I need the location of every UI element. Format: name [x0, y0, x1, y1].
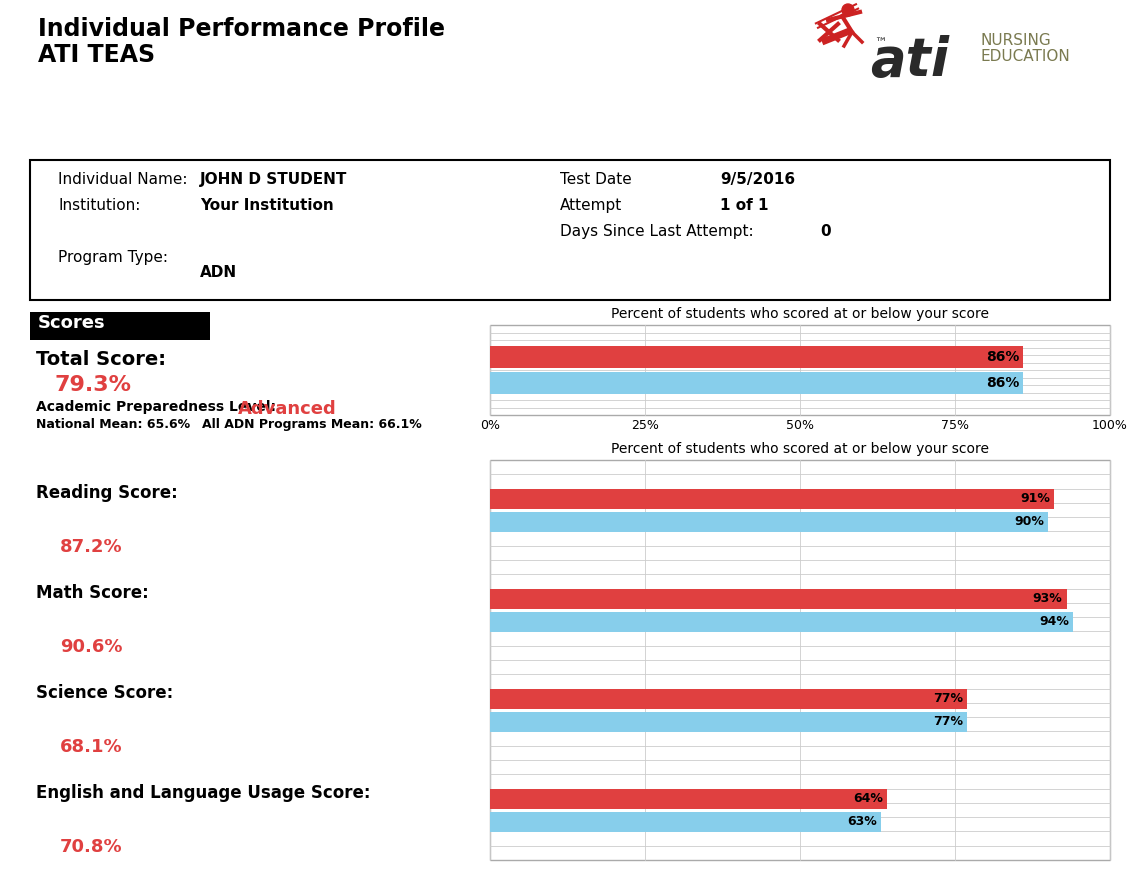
Text: Individual Performance Profile: Individual Performance Profile [37, 17, 445, 41]
Text: Math Score:: Math Score: [36, 585, 149, 603]
Text: ATI TEAS: ATI TEAS [37, 43, 156, 67]
Text: 86%: 86% [986, 350, 1019, 364]
Text: Individual Name:: Individual Name: [58, 172, 187, 187]
Bar [490, 812, 880, 831]
Text: English and Language Usage Score:: English and Language Usage Score: [36, 784, 370, 803]
Circle shape [842, 4, 854, 16]
Text: 79.3%: 79.3% [55, 375, 132, 395]
Bar [30, 312, 210, 340]
Text: EDUCATION: EDUCATION [980, 49, 1070, 64]
Text: JOHN D STUDENT: JOHN D STUDENT [200, 172, 348, 187]
Text: Program Type:: Program Type: [58, 250, 168, 265]
Text: ™: ™ [874, 37, 886, 50]
Text: 0%: 0% [481, 419, 500, 432]
Text: 63%: 63% [846, 815, 877, 828]
Text: 25%: 25% [632, 419, 659, 432]
Text: 77%: 77% [934, 715, 963, 728]
Text: Advanced: Advanced [239, 400, 336, 418]
Text: All ADN Programs Mean: 66.1%: All ADN Programs Mean: 66.1% [202, 418, 421, 431]
Bar [30, 160, 1110, 300]
Text: 91%: 91% [1020, 492, 1050, 505]
Text: Reading Score:: Reading Score: [36, 484, 177, 503]
Text: Days Since Last Attempt:: Days Since Last Attempt: [560, 224, 753, 239]
Text: 70.8%: 70.8% [60, 837, 123, 855]
Text: 93%: 93% [1033, 592, 1062, 605]
Text: Total Score:: Total Score: [36, 350, 166, 369]
Text: ADN: ADN [200, 265, 237, 280]
Bar [490, 489, 1054, 508]
Bar [490, 711, 968, 732]
Text: 100%: 100% [1092, 419, 1128, 432]
Text: 75%: 75% [941, 419, 969, 432]
Text: Percent of students who scored at or below your score: Percent of students who scored at or bel… [611, 442, 989, 456]
Text: Institution:: Institution: [58, 198, 141, 213]
Text: 90%: 90% [1014, 515, 1044, 528]
Text: ati: ati [870, 35, 949, 87]
Bar [490, 512, 1049, 531]
Text: Scores: Scores [37, 314, 106, 332]
Text: 86%: 86% [986, 376, 1019, 390]
Bar [490, 611, 1072, 632]
Bar [490, 588, 1067, 609]
Bar [490, 325, 1110, 415]
Text: NURSING: NURSING [980, 33, 1051, 48]
Text: Your Institution: Your Institution [200, 198, 334, 213]
Text: 77%: 77% [934, 692, 963, 705]
Text: National Mean: 65.6%: National Mean: 65.6% [36, 418, 190, 431]
Text: 0: 0 [820, 224, 830, 239]
Bar [490, 789, 887, 808]
Text: 9/5/2016: 9/5/2016 [720, 172, 795, 187]
Text: 87.2%: 87.2% [60, 538, 123, 555]
Bar [490, 689, 968, 708]
Text: 1 of 1: 1 of 1 [720, 198, 768, 213]
Bar [490, 346, 1024, 368]
Text: 94%: 94% [1039, 615, 1069, 628]
Text: 64%: 64% [853, 792, 883, 805]
Text: Percent of students who scored at or below your score: Percent of students who scored at or bel… [611, 307, 989, 321]
Text: Academic Preparedness Level:: Academic Preparedness Level: [36, 400, 276, 414]
Text: Test Date: Test Date [560, 172, 632, 187]
Text: 68.1%: 68.1% [60, 738, 123, 756]
Text: 90.6%: 90.6% [60, 637, 123, 656]
Bar [490, 460, 1110, 860]
Bar [490, 372, 1024, 394]
Text: 50%: 50% [786, 419, 815, 432]
Text: Attempt: Attempt [560, 198, 623, 213]
Text: Science Score:: Science Score: [36, 684, 174, 702]
